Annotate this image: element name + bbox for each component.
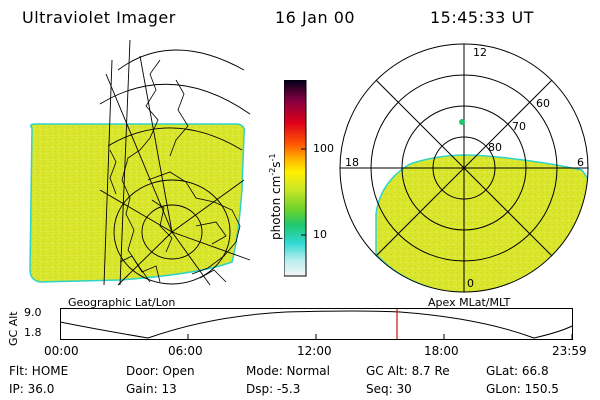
altitude-curve (60, 310, 573, 339)
colorbar-tick-10: 10 (313, 228, 327, 241)
instrument-title: Ultraviolet Imager (22, 8, 176, 27)
dsp-value: Dsp: -5.3 (246, 382, 301, 396)
mlt-label-0: 0 (467, 277, 474, 290)
x-tick-0000: 00:00 (44, 344, 79, 358)
mlt-label-18: 18 (345, 156, 359, 169)
auroral-oval (375, 154, 588, 292)
gc-altitude: GC Alt: 8.7 Re (366, 364, 450, 378)
colorbar-tick-100: 100 (313, 142, 334, 155)
lat-label-80: 80 (488, 141, 502, 154)
lat-label-60: 60 (536, 97, 550, 110)
emission-region (29, 123, 246, 283)
left-panel-label: Geographic Lat/Lon (68, 296, 176, 309)
colorbar-unit-label: photon cm-2s-1 (268, 153, 283, 240)
x-tick-1800: 18:00 (424, 344, 459, 358)
lat-label-70: 70 (512, 120, 526, 133)
sequence-value: Seq: 30 (366, 382, 412, 396)
mode-status: Mode: Normal (246, 364, 330, 378)
mlt-label-6: 6 (577, 156, 584, 169)
alt-ylabel: GC Alt (7, 311, 20, 346)
geo-latitude: GLat: 66.8 (486, 364, 549, 378)
alt-ymax: 9.0 (24, 306, 42, 319)
geographic-map (29, 39, 251, 286)
x-tick-0600: 06:00 (168, 344, 203, 358)
x-tick-2359: 23:59 (552, 344, 587, 358)
geo-longitude: GLon: 150.5 (486, 382, 559, 396)
header-time: 15:45:33 UT (430, 8, 534, 27)
flight-status: Flt: HOME (9, 364, 69, 378)
x-tick-1200: 12:00 (297, 344, 332, 358)
right-panel-label: Apex MLat/MLT (428, 296, 511, 309)
intensity-colorbar (284, 80, 307, 277)
alt-ymin: 1.8 (24, 326, 42, 339)
door-status: Door: Open (126, 364, 195, 378)
altitude-plot (60, 308, 573, 340)
header-date: 16 Jan 00 (275, 8, 356, 27)
gain-value: Gain: 13 (126, 382, 177, 396)
polar-spot (459, 119, 465, 125)
ip-value: IP: 36.0 (9, 382, 55, 396)
mlt-label-12: 12 (473, 46, 487, 59)
polar-mlat-mlt-plot (339, 43, 589, 293)
